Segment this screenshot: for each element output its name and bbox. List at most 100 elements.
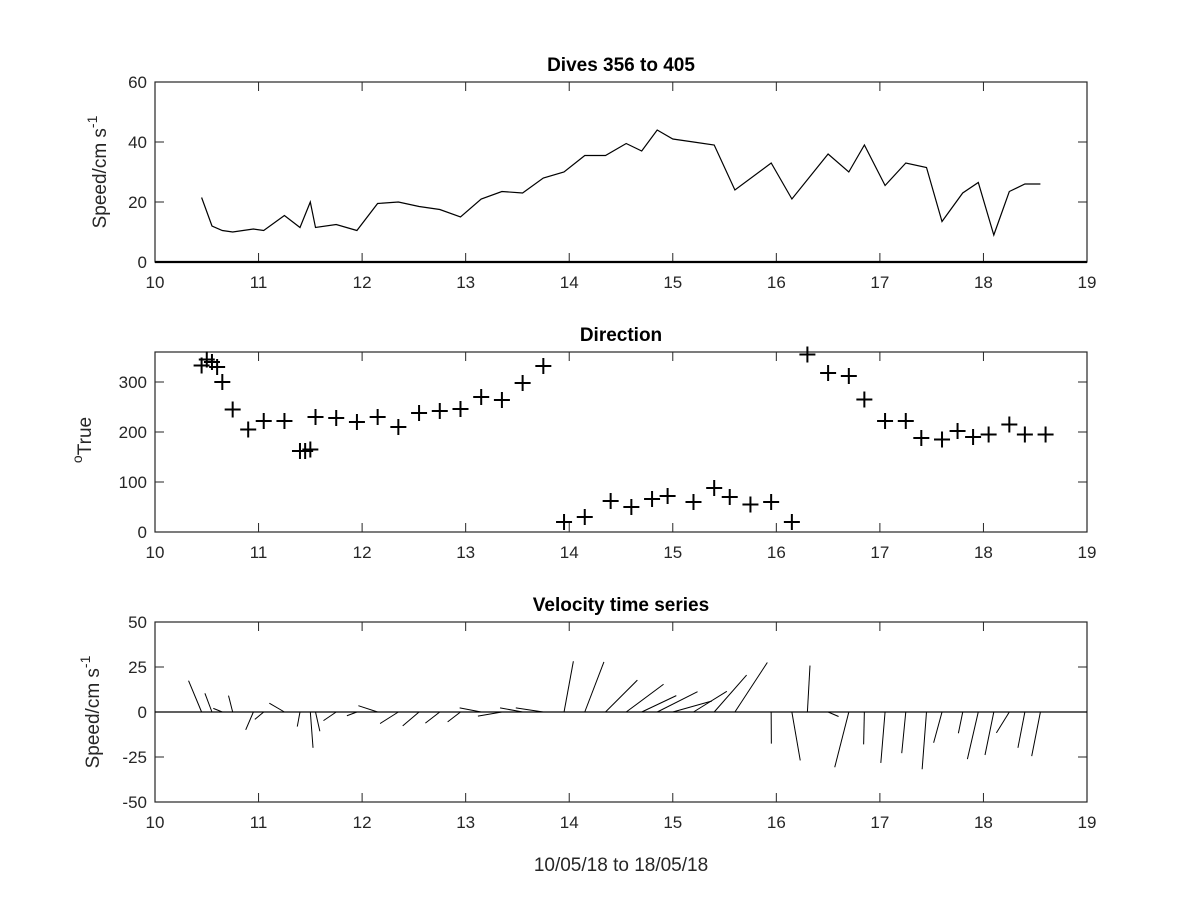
velocity-stick	[584, 661, 605, 713]
direction-plus-marker	[535, 358, 552, 374]
direction-plus-marker	[602, 493, 619, 509]
velocity-stick	[515, 707, 544, 713]
direction-plus-marker	[623, 499, 640, 515]
direction-plus-marker	[302, 441, 319, 458]
direction-plus-marker	[913, 430, 930, 446]
velocity-stick	[459, 707, 482, 713]
velocity-stick	[901, 711, 907, 754]
direction-ytick-label: 300	[119, 373, 147, 392]
velocity-ytick-label: 25	[128, 658, 147, 677]
direction-plus-marker	[820, 365, 837, 381]
direction-panel-ylabel-main: True	[75, 417, 96, 455]
direction-plus-marker	[1001, 416, 1018, 433]
velocity-stick	[323, 711, 337, 722]
velocity-ytick-label: 0	[138, 703, 147, 722]
direction-xtick-label: 19	[1078, 543, 1097, 562]
direction-xtick-label: 11	[250, 543, 268, 562]
direction-plus-marker	[897, 413, 914, 429]
velocity-stick	[693, 690, 728, 713]
velocity-stick	[296, 711, 301, 727]
velocity-stick	[880, 711, 886, 763]
velocity-xtick-label: 12	[353, 813, 372, 832]
direction-plus-marker	[307, 409, 324, 425]
direction-axes-box	[154, 351, 1088, 533]
velocity-xtick-label: 16	[767, 813, 786, 832]
velocity-stick	[672, 700, 713, 713]
velocity-stick	[402, 711, 420, 727]
speed-panel-ylabel-sup: -1	[84, 115, 100, 128]
velocity-stick	[1031, 711, 1041, 757]
velocity-panel-title: Velocity time series	[533, 595, 709, 616]
direction-plus-marker	[965, 429, 982, 445]
speed-axes-box	[154, 81, 1088, 263]
velocity-stick	[213, 707, 223, 713]
speed-ytick-label: 0	[138, 253, 147, 272]
direction-plus-marker	[799, 346, 816, 363]
direction-xtick-label: 15	[663, 543, 682, 562]
speed-ytick-label: 40	[128, 133, 147, 152]
direction-plus-marker	[840, 368, 857, 384]
direction-plus-marker	[473, 389, 490, 405]
velocity-ytick-label: -25	[122, 748, 147, 767]
speed-xtick-label: 10	[146, 273, 165, 292]
velocity-stick	[605, 679, 638, 713]
direction-plus-marker	[1016, 426, 1033, 443]
velocity-stick	[269, 702, 285, 713]
velocity-stick	[309, 711, 314, 748]
velocity-xtick-label: 15	[663, 813, 682, 832]
velocity-stick	[995, 711, 1010, 734]
velocity-stick	[863, 711, 865, 745]
velocity-stick	[425, 711, 441, 724]
direction-xtick-label: 18	[974, 543, 993, 562]
direction-plus-marker	[706, 480, 723, 496]
direction-xtick-label: 10	[146, 543, 165, 562]
velocity-stick	[188, 680, 203, 713]
direction-plus-marker	[742, 496, 759, 513]
speed-xtick-label: 18	[974, 273, 993, 292]
velocity-xtick-label: 10	[146, 813, 165, 832]
direction-plus-marker	[452, 401, 469, 417]
direction-plus-marker	[934, 431, 951, 448]
direction-xtick-label: 17	[870, 543, 889, 562]
velocity-stick	[921, 711, 927, 770]
direction-plus-marker	[390, 419, 407, 435]
direction-plus-marker	[763, 494, 780, 510]
speed-xtick-label: 13	[456, 273, 475, 292]
direction-plus-marker	[1037, 426, 1054, 443]
speed-series-line	[201, 129, 1041, 237]
direction-plus-marker	[240, 421, 257, 438]
direction-ytick-label: 200	[119, 423, 147, 442]
velocity-stick	[358, 705, 378, 713]
velocity-xtick-label: 18	[974, 813, 993, 832]
speed-xtick-label: 19	[1078, 273, 1097, 292]
speed-panel: Dives 356 to 405 Speed/cm s-1 10 11 12 13 14…	[84, 55, 1096, 292]
velocity-stick	[791, 711, 801, 761]
velocity-stick	[379, 711, 399, 724]
direction-ytick-label: 0	[138, 523, 147, 542]
direction-plus-marker	[369, 409, 386, 425]
direction-plus-marker	[214, 374, 231, 390]
direction-plus-marker	[493, 392, 510, 408]
velocity-ytick-label: 50	[128, 613, 147, 632]
speed-panel-title: Dives 356 to 405	[547, 55, 695, 76]
direction-panel: Direction oTrue 10 11 12 13 14 15 16 17 18 19 0 100…	[69, 325, 1096, 562]
velocity-panel-ylabel-sup: -1	[77, 655, 93, 668]
direction-panel-title: Direction	[580, 325, 662, 346]
velocity-stick	[315, 711, 321, 732]
velocity-stick	[834, 711, 850, 768]
direction-plus-marker	[783, 514, 800, 530]
speed-xtick-label: 11	[250, 273, 268, 292]
velocity-stick	[933, 711, 943, 743]
speed-xtick-label: 15	[663, 273, 682, 292]
direction-plus-marker	[980, 426, 997, 443]
direction-plus-marker	[576, 509, 593, 525]
velocity-stick	[477, 711, 502, 717]
direction-plus-marker	[685, 494, 702, 510]
direction-xtick-label: 12	[353, 543, 372, 562]
direction-xtick-label: 13	[456, 543, 475, 562]
speed-panel-ylabel: Speed/cm s-1	[84, 115, 111, 228]
speed-panel-ylabel-main: Speed/cm s	[90, 128, 111, 228]
speed-xtick-label: 17	[870, 273, 889, 292]
velocity-stick	[641, 695, 677, 713]
